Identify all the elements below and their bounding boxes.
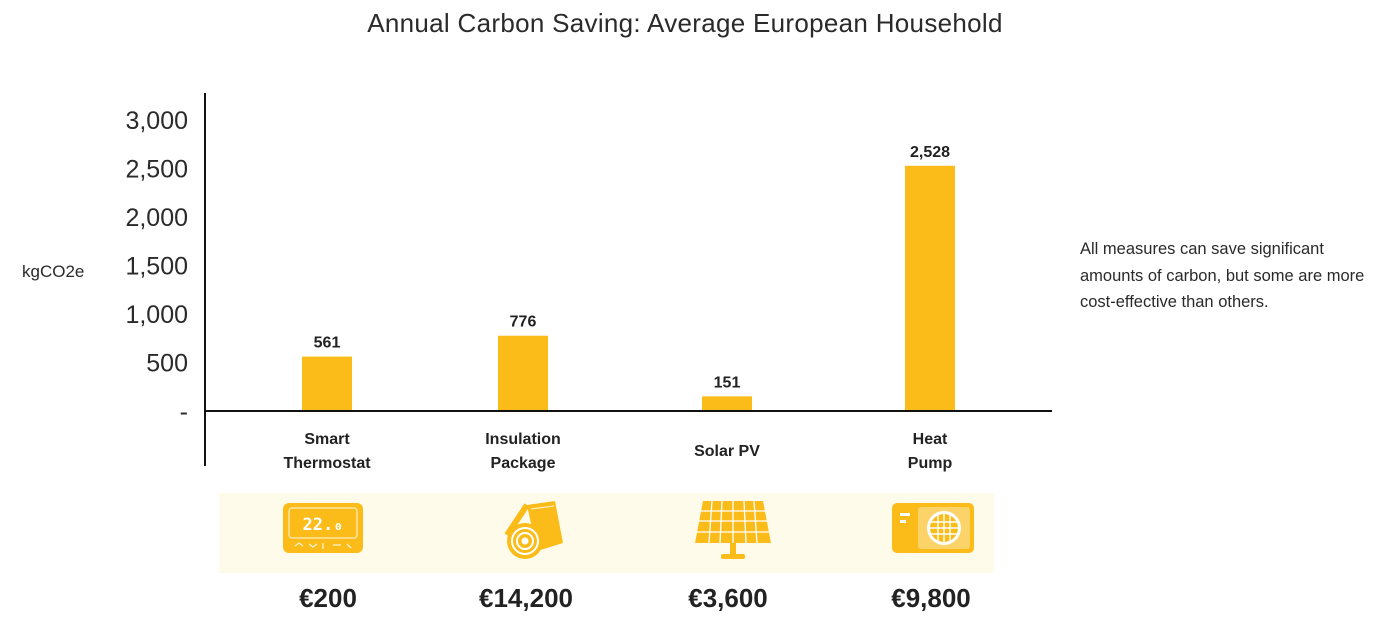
x-category-label: Pump (908, 455, 953, 472)
x-category-label: Insulation (485, 431, 561, 448)
y-axis-label: kgCO2e (22, 262, 85, 281)
thermostat-icon: 22.₀ (281, 499, 365, 562)
price-solar-pv: €3,600 (688, 583, 768, 613)
y-tick-label: 2,000 (125, 204, 188, 232)
y-tick-label: 1,000 (125, 301, 188, 329)
heat-pump-icon (890, 499, 976, 562)
y-tick-label: 3,000 (125, 107, 188, 135)
price-heat-pump: €9,800 (891, 583, 971, 613)
y-tick-label: 2,500 (125, 156, 188, 184)
annotation-note: All measures can save significant amount… (1080, 240, 1365, 311)
y-tick-label: - (180, 398, 188, 426)
bar-value-label: 151 (714, 374, 741, 391)
x-category-label: Smart (304, 431, 350, 448)
price-smart-thermostat: €200 (299, 583, 357, 613)
chart-title: Annual Carbon Saving: Average European H… (367, 8, 1003, 38)
y-tick-label: 1,500 (125, 253, 188, 281)
y-tick-label: 500 (146, 350, 188, 378)
x-category-label: Thermostat (283, 455, 371, 472)
x-category-label: Package (491, 455, 556, 472)
bar-value-label: 2,528 (910, 144, 950, 161)
bar (702, 396, 752, 411)
bar (302, 356, 352, 411)
thermostat-display: 22.₀ (303, 515, 344, 535)
x-category-label: Solar PV (694, 443, 760, 460)
bar (498, 335, 548, 411)
bar-value-label: 561 (314, 335, 341, 352)
price-insulation-package: €14,200 (479, 583, 573, 613)
insulation-roll-icon (497, 499, 567, 566)
solar-panel-icon (693, 499, 773, 568)
bar-value-label: 776 (510, 314, 537, 331)
bar (905, 165, 955, 411)
x-category-label: Heat (913, 431, 948, 448)
